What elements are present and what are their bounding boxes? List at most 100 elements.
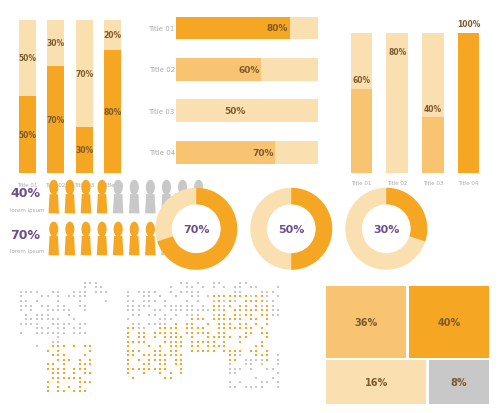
Point xyxy=(236,334,244,341)
Point xyxy=(263,311,271,318)
Point xyxy=(86,280,94,287)
Point xyxy=(215,280,223,287)
Point xyxy=(140,302,148,309)
Point xyxy=(92,280,100,287)
Point xyxy=(210,298,218,304)
Point xyxy=(274,285,282,291)
Point xyxy=(156,325,164,332)
Point xyxy=(28,289,36,296)
Polygon shape xyxy=(129,195,140,214)
Point xyxy=(178,366,186,372)
Point xyxy=(150,289,158,296)
Point xyxy=(236,366,244,372)
Point xyxy=(76,294,84,300)
Point xyxy=(156,352,164,358)
Point xyxy=(44,311,52,318)
Point xyxy=(76,356,84,363)
Point xyxy=(183,320,191,327)
Wedge shape xyxy=(291,188,332,270)
Point xyxy=(204,294,212,300)
Bar xyxy=(104,21,122,51)
Point xyxy=(156,347,164,354)
Point xyxy=(258,379,266,386)
Point xyxy=(178,339,186,345)
Point xyxy=(162,330,170,336)
Point xyxy=(263,379,271,386)
Point xyxy=(263,289,271,296)
Point xyxy=(140,366,148,372)
Point xyxy=(231,325,239,332)
Point xyxy=(162,352,170,358)
Point xyxy=(124,294,132,300)
Point xyxy=(129,320,137,327)
Point xyxy=(76,366,84,372)
Circle shape xyxy=(130,181,138,195)
Text: 60%: 60% xyxy=(352,76,370,85)
Point xyxy=(210,285,218,291)
Circle shape xyxy=(178,181,186,195)
Point xyxy=(236,311,244,318)
Wedge shape xyxy=(386,188,427,242)
Point xyxy=(65,320,73,327)
Point xyxy=(146,294,154,300)
Point xyxy=(28,302,36,309)
Point xyxy=(172,311,180,318)
Point xyxy=(38,330,46,336)
Point xyxy=(252,285,260,291)
Point xyxy=(226,370,234,377)
Polygon shape xyxy=(113,195,124,214)
Point xyxy=(252,320,260,327)
Point xyxy=(146,302,154,309)
Point xyxy=(140,294,148,300)
Bar xyxy=(176,18,318,40)
Point xyxy=(210,294,218,300)
Point xyxy=(129,366,137,372)
Point xyxy=(226,320,234,327)
Point xyxy=(247,298,255,304)
Point xyxy=(44,325,52,332)
Point xyxy=(28,316,36,323)
Point xyxy=(210,316,218,323)
Point xyxy=(194,289,202,296)
Point xyxy=(162,334,170,341)
Point xyxy=(236,325,244,332)
Point xyxy=(129,347,137,354)
Point xyxy=(49,330,57,336)
Point xyxy=(124,325,132,332)
Circle shape xyxy=(82,223,90,236)
Point xyxy=(263,352,271,358)
Point xyxy=(16,294,24,300)
Point xyxy=(268,366,276,372)
Bar xyxy=(47,21,64,66)
Point xyxy=(166,339,174,345)
Point xyxy=(220,307,228,313)
Point xyxy=(166,334,174,341)
Text: 80%: 80% xyxy=(104,108,122,117)
Bar xyxy=(458,33,479,173)
Point xyxy=(129,339,137,345)
Point xyxy=(44,294,52,300)
Point xyxy=(81,343,89,349)
Point xyxy=(220,330,228,336)
Point xyxy=(54,383,62,390)
Point xyxy=(44,307,52,313)
Point xyxy=(146,352,154,358)
Point xyxy=(162,302,170,309)
Point xyxy=(263,347,271,354)
Point xyxy=(199,330,207,336)
Point xyxy=(54,294,62,300)
Text: 70%: 70% xyxy=(183,224,210,234)
Point xyxy=(188,330,196,336)
Point xyxy=(156,294,164,300)
Point xyxy=(124,330,132,336)
Point xyxy=(150,307,158,313)
Point xyxy=(162,356,170,363)
Point xyxy=(166,285,174,291)
Point xyxy=(172,334,180,341)
Point xyxy=(226,294,234,300)
Point xyxy=(220,294,228,300)
Polygon shape xyxy=(80,195,91,214)
Point xyxy=(172,330,180,336)
Bar xyxy=(386,62,408,173)
Point xyxy=(274,379,282,386)
